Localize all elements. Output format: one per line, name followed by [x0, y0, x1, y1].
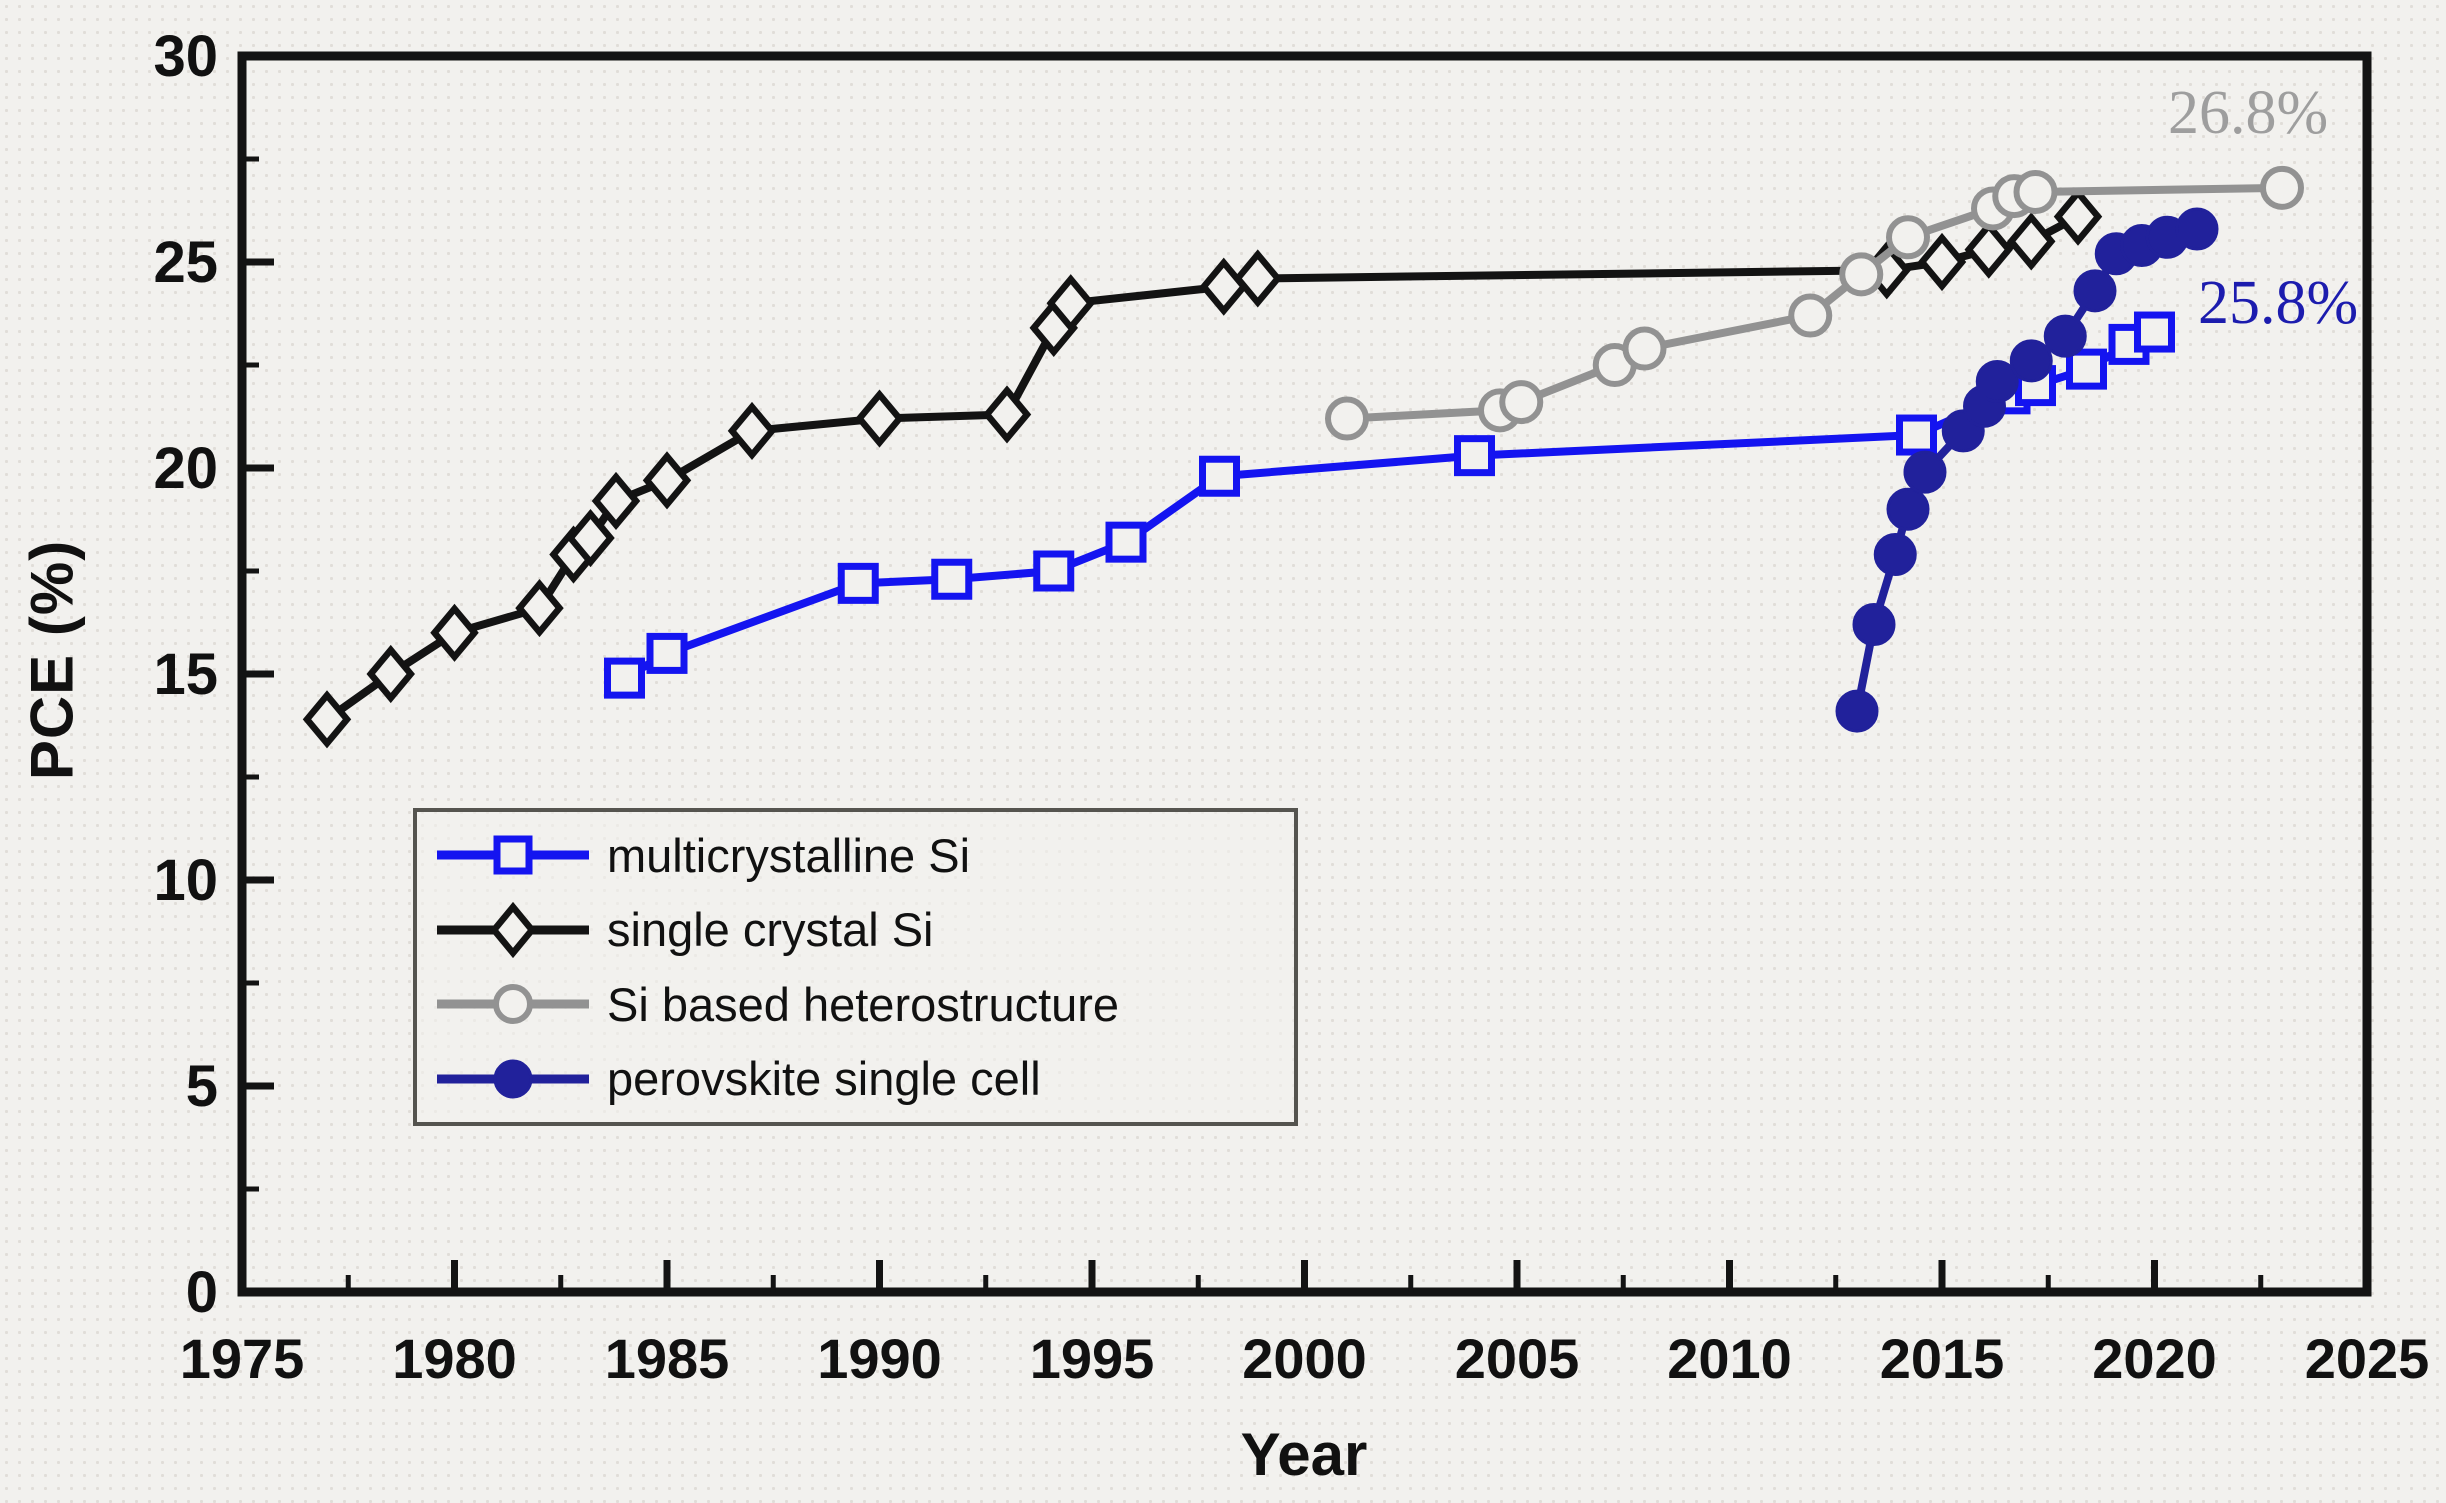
legend-label: single crystal Si [607, 903, 934, 957]
data-point-marker [366, 644, 415, 704]
legend: multicrystalline Si single crystal Si Si… [413, 808, 1298, 1126]
x-tick-label: 1990 [817, 1327, 942, 1390]
y-tick-label: 30 [153, 24, 218, 89]
y-tick-label: 0 [186, 1260, 218, 1325]
data-point-marker [566, 508, 615, 568]
data-point-marker [1886, 487, 1930, 531]
legend-label: Si based heterostructure [607, 977, 1120, 1031]
data-point-marker [302, 690, 352, 749]
data-point-marker [2013, 169, 2058, 214]
data-point-marker [2043, 314, 2087, 358]
data-point-marker [1325, 396, 1369, 441]
data-point-marker [604, 657, 645, 699]
series-si-based-heterostructure [1325, 165, 2304, 441]
data-point-marker [1233, 249, 1282, 308]
data-point-marker [2260, 165, 2304, 210]
data-point-marker [515, 579, 564, 638]
data-point-marker [982, 385, 1032, 444]
data-point-marker [2053, 187, 2103, 246]
data-point-marker [837, 562, 879, 604]
data-point-marker [591, 471, 641, 531]
data-point-marker [642, 451, 692, 510]
series-multicrystalline-si [604, 311, 2175, 699]
data-point-marker [1788, 293, 1833, 338]
legend-item-perovskite-single-cell: perovskite single cell [433, 1044, 1294, 1114]
data-point-marker [1896, 414, 1937, 456]
data-point-marker [489, 901, 537, 958]
legend-marker-open-diamond-icon [437, 901, 589, 958]
annotation-heterostructure-record: 26.8% [2168, 79, 2329, 147]
legend-marker-open-square-icon [437, 835, 589, 875]
data-point-marker [1499, 380, 1544, 425]
x-axis-title: Year [1240, 1421, 1368, 1488]
x-tick-label: 2005 [1455, 1327, 1580, 1390]
data-point-marker [931, 558, 973, 600]
x-tick-label: 2020 [2092, 1327, 2217, 1390]
x-tick-label: 2015 [1880, 1327, 2005, 1390]
x-tick-label: 1995 [1030, 1327, 1155, 1390]
data-point-marker [1199, 455, 1240, 497]
x-tick-label: 2025 [2305, 1327, 2430, 1390]
data-point-marker [1105, 521, 1147, 563]
y-tick-label: 25 [153, 230, 218, 295]
data-point-marker [1852, 603, 1896, 647]
x-tick-label: 2000 [1242, 1327, 1367, 1390]
data-point-marker [727, 401, 777, 460]
data-point-marker [1835, 689, 1879, 733]
legend-label: perovskite single cell [607, 1052, 1041, 1106]
legend-item-si-based-heterostructure: Si based heterostructure [433, 969, 1294, 1039]
data-point-marker [1199, 257, 1248, 316]
y-tick-label: 15 [153, 642, 218, 707]
x-tick-label: 2010 [1667, 1327, 1792, 1390]
x-tick-label: 1980 [392, 1327, 517, 1390]
data-point-marker [493, 1059, 533, 1099]
data-point-marker [2007, 212, 2056, 271]
legend-label: multicrystalline Si [607, 828, 971, 882]
data-point-marker [2066, 348, 2107, 390]
legend-marker-open-circle-icon [437, 984, 589, 1025]
data-point-marker [855, 389, 904, 448]
data-point-marker [1046, 274, 1095, 333]
data-point-marker [2175, 207, 2219, 251]
data-point-marker [1964, 220, 2013, 279]
data-point-marker [493, 984, 533, 1025]
x-tick-label: 1975 [180, 1327, 305, 1390]
data-point-marker [1886, 215, 1930, 260]
data-point-marker [1873, 533, 1917, 577]
x-tick-label: 1985 [605, 1327, 730, 1390]
y-tick-label: 20 [153, 436, 218, 501]
data-point-marker [1033, 550, 1075, 592]
data-point-marker [1975, 359, 2019, 403]
series-single-crystal-si [302, 187, 2103, 749]
data-point-marker [1839, 252, 1884, 297]
y-tick-label: 10 [153, 848, 218, 913]
data-point-marker [2073, 269, 2117, 313]
legend-marker-filled-circle-icon [437, 1059, 589, 1099]
annotation-perovskite-record: 25.8% [2198, 269, 2359, 337]
data-point-marker [1622, 326, 1667, 371]
legend-item-single-crystal-si: single crystal Si [433, 895, 1294, 965]
legend-item-multicrystalline-si: multicrystalline Si [433, 820, 1294, 890]
y-tick-label: 5 [186, 1054, 218, 1119]
data-point-marker [2009, 339, 2053, 383]
data-point-marker [2134, 311, 2175, 353]
data-point-marker [430, 603, 479, 662]
data-point-marker [493, 835, 533, 875]
data-point-marker [646, 632, 688, 674]
y-axis-title: PCE (%) [18, 539, 86, 781]
data-point-marker [1917, 232, 1967, 292]
data-point-marker [1454, 435, 1495, 477]
data-point-marker [1903, 450, 1947, 494]
series-perovskite-single-cell [1835, 207, 2219, 733]
